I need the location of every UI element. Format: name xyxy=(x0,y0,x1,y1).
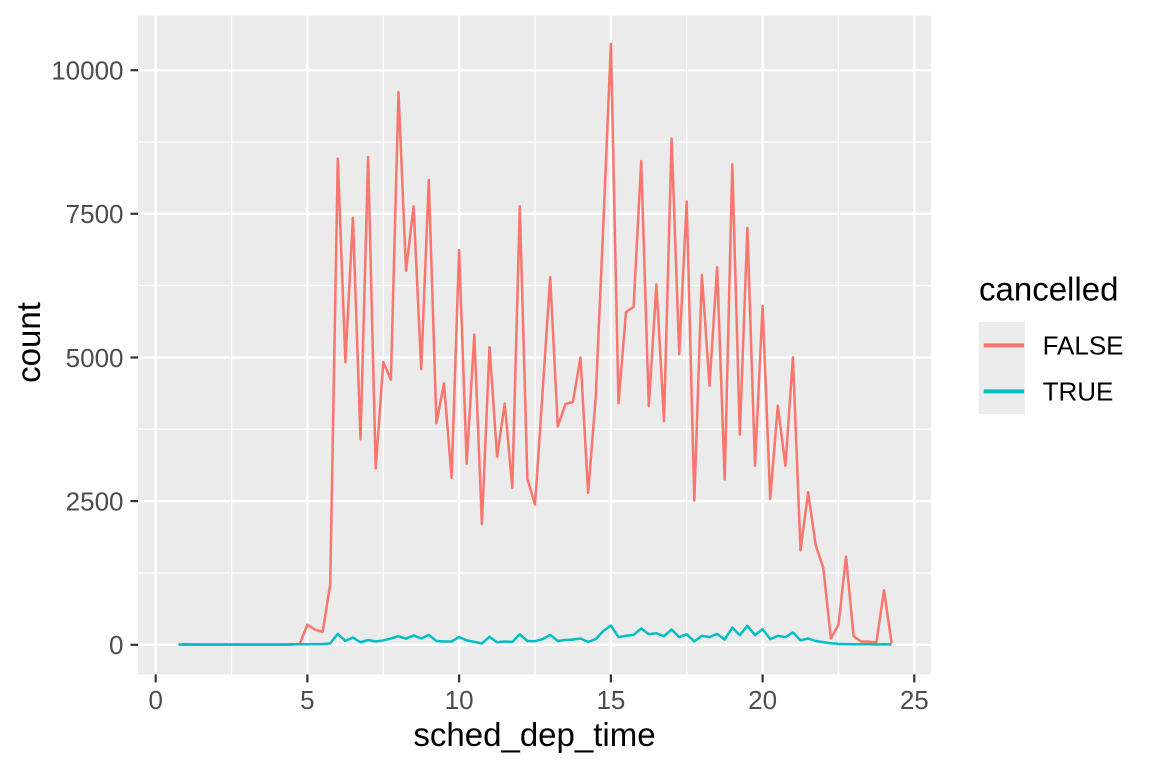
svg-text:2500: 2500 xyxy=(66,486,124,516)
svg-text:10: 10 xyxy=(445,685,474,715)
svg-text:5: 5 xyxy=(300,685,314,715)
svg-text:7500: 7500 xyxy=(66,199,124,229)
svg-text:15: 15 xyxy=(596,685,625,715)
svg-text:cancelled: cancelled xyxy=(979,270,1118,307)
svg-text:25: 25 xyxy=(900,685,929,715)
svg-text:5000: 5000 xyxy=(66,343,124,373)
svg-text:20: 20 xyxy=(748,685,777,715)
svg-text:sched_dep_time: sched_dep_time xyxy=(413,716,655,753)
svg-text:0: 0 xyxy=(148,685,162,715)
svg-text:count: count xyxy=(10,302,47,383)
svg-text:10000: 10000 xyxy=(51,56,123,86)
svg-text:FALSE: FALSE xyxy=(1043,331,1124,361)
svg-text:TRUE: TRUE xyxy=(1043,377,1114,407)
svg-text:0: 0 xyxy=(109,630,123,660)
